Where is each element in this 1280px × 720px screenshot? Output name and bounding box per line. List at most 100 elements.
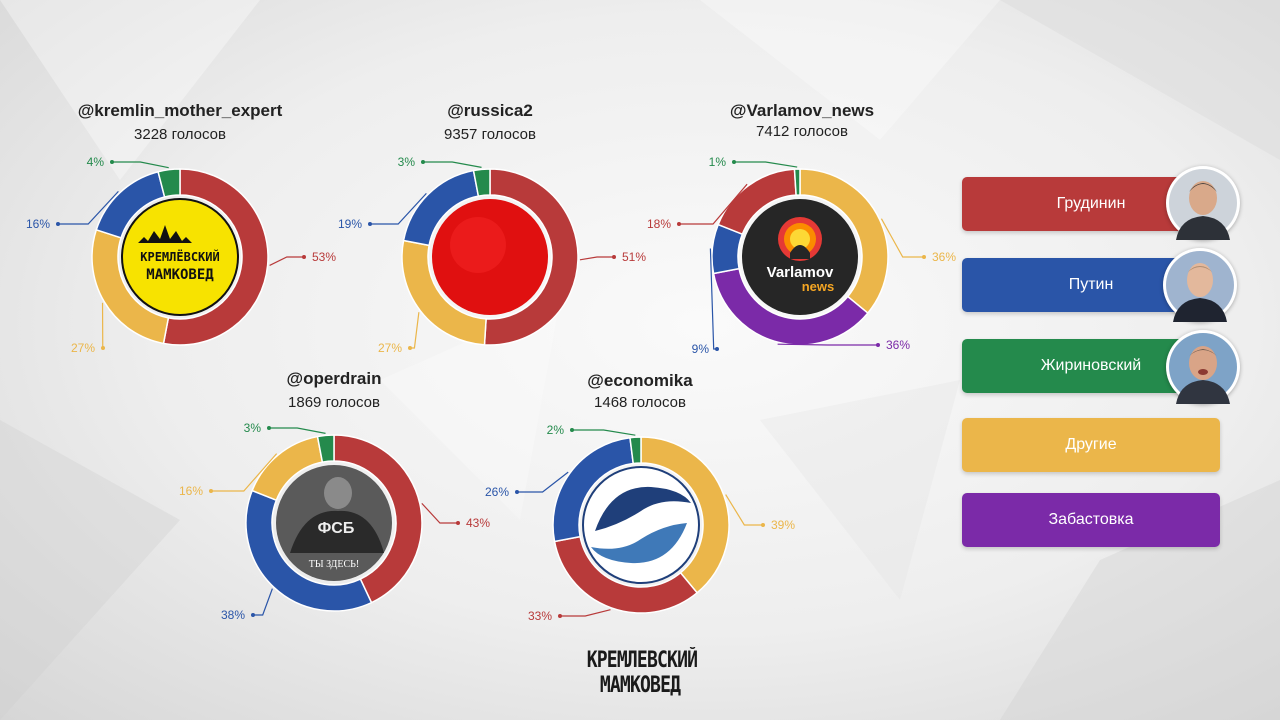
leader-line bbox=[421, 502, 458, 524]
slice-label: 18% bbox=[647, 217, 671, 231]
slice-label: 19% bbox=[338, 217, 362, 231]
slice-label: 36% bbox=[886, 338, 910, 352]
svg-text:КРЕМЛЁВСКИЙ: КРЕМЛЁВСКИЙ bbox=[140, 249, 219, 264]
leader-dot bbox=[515, 490, 519, 494]
brand-line: КРЕМЛЕВСКИЙ bbox=[586, 648, 698, 673]
leader-line bbox=[572, 429, 636, 436]
chart-title: @operdrain bbox=[286, 369, 382, 388]
leader-dot bbox=[732, 160, 736, 164]
channel-logo bbox=[582, 466, 700, 584]
donut-slice-zhirinovsky bbox=[316, 434, 335, 463]
slice-label: 3% bbox=[398, 155, 416, 169]
leader-dot bbox=[56, 222, 60, 226]
donut-slice-grudinin bbox=[162, 168, 269, 346]
leader-dot bbox=[267, 426, 271, 430]
leader-dot bbox=[677, 222, 681, 226]
leader-line bbox=[679, 183, 748, 225]
chart-votes: 7412 голосов bbox=[756, 123, 848, 140]
slice-label: 53% bbox=[312, 250, 336, 264]
brand-line: МАМКОВЕД bbox=[599, 673, 681, 698]
svg-text:МАМКОВЕД: МАМКОВЕД bbox=[146, 267, 214, 283]
channel-logo: ФСБ ТЫ ЗДЕСЬ! bbox=[276, 465, 392, 581]
leader-line bbox=[58, 190, 119, 225]
svg-text:ФСБ: ФСБ bbox=[318, 520, 355, 537]
slice-label: 3% bbox=[244, 421, 262, 435]
leader-dot bbox=[209, 489, 213, 493]
slice-label: 51% bbox=[622, 250, 646, 264]
leader-dot bbox=[408, 346, 412, 350]
leader-dot bbox=[110, 160, 114, 164]
leader-dot bbox=[302, 255, 306, 259]
slice-label: 1% bbox=[709, 155, 727, 169]
donut-slice-zhirinovsky bbox=[793, 168, 801, 196]
leader-line bbox=[579, 256, 614, 261]
slice-label: 39% bbox=[771, 518, 795, 532]
leader-line bbox=[423, 161, 482, 168]
legend-item-strike: Забастовка bbox=[962, 493, 1220, 547]
legend-label: Жириновский bbox=[1040, 357, 1142, 374]
leader-line bbox=[370, 192, 427, 225]
slice-label: 38% bbox=[221, 608, 245, 622]
leader-line bbox=[253, 588, 273, 616]
leader-dot bbox=[251, 613, 255, 617]
slice-label: 36% bbox=[932, 250, 956, 264]
chart-title: @Varlamov_news bbox=[729, 101, 875, 120]
legend-label: Забастовка bbox=[1048, 511, 1134, 528]
leader-line bbox=[211, 453, 278, 492]
zhirinovsky-photo bbox=[1166, 330, 1240, 404]
putin-photo bbox=[1163, 248, 1237, 322]
leader-dot bbox=[101, 346, 105, 350]
slice-label: 9% bbox=[692, 342, 710, 356]
brand-logo: КРЕМЛЕВСКИЙ МАМКОВЕД bbox=[586, 648, 698, 698]
donut-slice-zhirinovsky bbox=[157, 168, 181, 198]
slice-label: 33% bbox=[528, 609, 552, 623]
channel-logo: КРЕМЛЁВСКИЙ МАМКОВЕД bbox=[121, 198, 239, 316]
leader-line bbox=[880, 218, 924, 258]
chart-votes: 3228 голосов bbox=[134, 126, 226, 143]
chart-title: @economika bbox=[587, 371, 693, 390]
chart-votes: 9357 голосов bbox=[444, 126, 536, 143]
grudinin-photo bbox=[1166, 166, 1240, 240]
slice-label: 27% bbox=[71, 341, 95, 355]
leader-line bbox=[777, 343, 878, 346]
slice-label: 16% bbox=[26, 217, 50, 231]
portrait-icon bbox=[1169, 169, 1237, 240]
slice-label: 2% bbox=[547, 423, 565, 437]
leader-dot bbox=[456, 521, 460, 525]
leader-dot bbox=[421, 160, 425, 164]
slice-label: 43% bbox=[466, 516, 490, 530]
slice-label: 16% bbox=[179, 484, 203, 498]
portrait-icon bbox=[1169, 333, 1237, 404]
channel-logo bbox=[432, 199, 548, 315]
leader-line bbox=[725, 494, 763, 526]
chart-votes: 1869 голосов bbox=[288, 394, 380, 411]
slice-label: 27% bbox=[378, 341, 402, 355]
chart-votes: 1468 голосов bbox=[594, 394, 686, 411]
legend-label: Грудинин bbox=[1056, 195, 1126, 212]
leader-line bbox=[112, 161, 169, 169]
slice-label: 4% bbox=[87, 155, 105, 169]
portrait-icon bbox=[1166, 251, 1234, 322]
chart-title: @kremlin_mother_expert bbox=[77, 101, 283, 120]
leader-dot bbox=[570, 428, 574, 432]
legend-item-others: Другие bbox=[962, 418, 1220, 472]
leader-dot bbox=[715, 347, 719, 351]
leader-dot bbox=[612, 255, 616, 259]
donut-slice-grudinin bbox=[333, 434, 423, 604]
donut-slice-zhirinovsky bbox=[629, 436, 642, 465]
leader-line bbox=[269, 427, 326, 434]
chart-title: @russica2 bbox=[447, 101, 533, 120]
leader-line bbox=[269, 256, 304, 267]
leader-dot bbox=[761, 523, 765, 527]
donut-slice-zhirinovsky bbox=[472, 168, 491, 197]
leader-dot bbox=[368, 222, 372, 226]
leader-dot bbox=[558, 614, 562, 618]
leader-line bbox=[517, 471, 569, 493]
legend-label: Другие bbox=[1065, 436, 1117, 453]
svg-text:news: news bbox=[802, 279, 835, 294]
